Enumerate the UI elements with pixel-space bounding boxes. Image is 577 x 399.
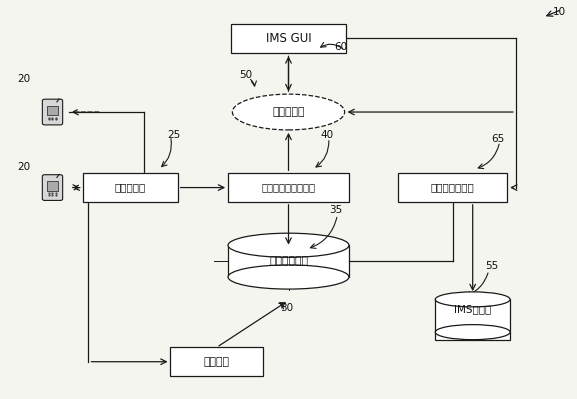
FancyBboxPatch shape — [42, 99, 63, 125]
Bar — [47, 182, 58, 191]
Bar — [83, 173, 178, 202]
Text: 预处理器: 预处理器 — [204, 357, 230, 367]
Text: 10: 10 — [553, 7, 567, 17]
Text: 20: 20 — [17, 162, 30, 172]
FancyBboxPatch shape — [42, 175, 63, 200]
Text: 资产协调处理器: 资产协调处理器 — [430, 183, 474, 193]
Text: 35: 35 — [329, 205, 342, 215]
Bar — [47, 106, 58, 115]
Text: 55: 55 — [485, 261, 499, 271]
Ellipse shape — [233, 94, 344, 130]
Text: 资产跟踪数据处理器: 资产跟踪数据处理器 — [261, 183, 316, 193]
Bar — [398, 173, 507, 202]
Ellipse shape — [435, 292, 510, 307]
Ellipse shape — [228, 233, 349, 257]
Bar — [228, 173, 349, 202]
Ellipse shape — [435, 325, 510, 340]
Text: IMS数据库: IMS数据库 — [454, 304, 492, 314]
Bar — [170, 348, 263, 376]
Bar — [228, 245, 349, 277]
Text: 60: 60 — [335, 42, 348, 52]
Bar — [231, 24, 346, 53]
Text: 消息服务队列: 消息服务队列 — [269, 256, 308, 266]
Text: 30: 30 — [280, 303, 293, 313]
Text: 40: 40 — [320, 130, 334, 140]
Bar — [435, 299, 510, 340]
Ellipse shape — [228, 265, 349, 289]
Text: IMS GUI: IMS GUI — [265, 32, 312, 45]
Text: 25: 25 — [168, 130, 181, 140]
Text: 事件处理器: 事件处理器 — [272, 107, 305, 117]
Text: 20: 20 — [17, 74, 30, 84]
Text: 65: 65 — [491, 134, 504, 144]
Text: 数据收集器: 数据收集器 — [115, 183, 146, 193]
Text: 50: 50 — [239, 70, 253, 80]
